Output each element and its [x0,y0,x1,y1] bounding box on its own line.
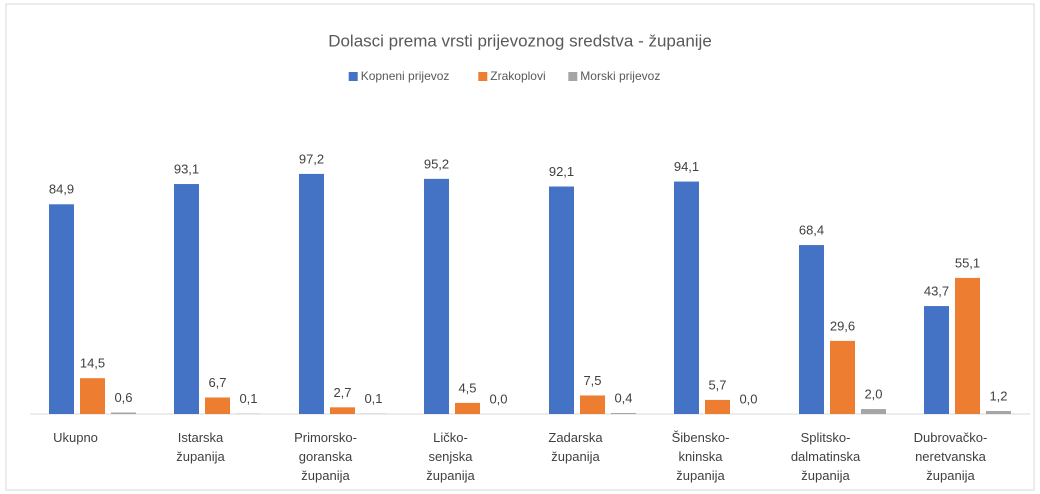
x-tick-label: Ličko- senjska županija [426,430,475,483]
data-label: 97,2 [299,151,324,166]
bar [955,277,980,414]
data-label: 0,0 [489,391,507,406]
x-tick-label: Dubrovačko- neretvanska županija [913,430,988,483]
data-label: 43,7 [924,283,949,298]
bar [986,411,1011,414]
data-label: 95,2 [424,156,449,171]
legend-swatch [348,72,358,81]
bar [705,399,730,414]
x-tick-label: Zadarska županija [548,430,603,464]
bar [205,397,230,414]
legend-label: Zrakoplovi [490,69,545,83]
legend-label: Kopneni prijevoz [361,69,450,83]
bar [80,378,105,414]
x-tick-label: Šibensko- kninska županija [671,430,730,483]
bar [580,395,605,414]
data-label: 0,1 [239,391,257,406]
bar [111,412,136,414]
bar [299,173,324,414]
legend-swatch [568,72,578,81]
bar [49,204,74,414]
bar [549,186,574,414]
data-label: 84,9 [49,182,74,197]
bar [861,409,886,414]
bar [330,407,355,414]
data-label: 2,0 [864,386,882,401]
x-tick-label: Ukupno [53,430,98,445]
data-label: 55,1 [955,255,980,270]
data-label: 5,7 [708,377,726,392]
x-tick-label: Primorsko- goranska županija [294,430,357,483]
data-label: 68,4 [799,222,824,237]
data-label: 1,2 [989,388,1007,403]
data-label: 6,7 [208,375,226,390]
data-label: 2,7 [333,385,351,400]
x-tick-label: Istarska županija [176,430,225,464]
bar [424,178,449,414]
data-label: 0,1 [364,391,382,406]
bar [674,181,699,414]
bar [924,306,949,414]
bar [830,340,855,414]
data-label: 7,5 [583,373,601,388]
data-label: 0,6 [114,390,132,405]
data-label: 93,1 [174,161,199,176]
data-label: 0,0 [739,391,757,406]
x-tick-label: Splitsko- dalmatinska županija [790,430,861,483]
legend-swatch [478,72,488,81]
bar [455,402,480,414]
data-label: 14,5 [80,356,105,371]
bar [611,413,636,414]
data-label: 94,1 [674,159,699,174]
data-label: 92,1 [549,164,574,179]
chart-title: Dolasci prema vrsti prijevoznog sredstva… [328,31,712,50]
data-label: 4,5 [458,380,476,395]
legend-label: Morski prijevoz [580,69,660,83]
bar [799,245,824,414]
bar [174,184,199,414]
data-label: 29,6 [830,318,855,333]
data-label: 0,4 [614,390,632,405]
